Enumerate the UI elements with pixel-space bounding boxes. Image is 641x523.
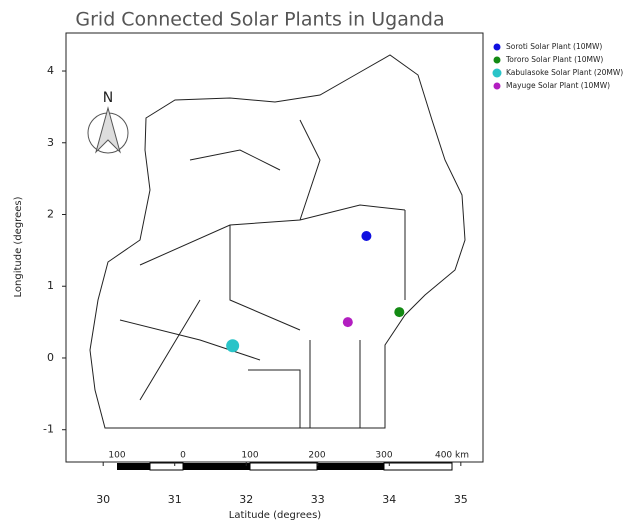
plant-marker	[394, 307, 405, 318]
legend-marker	[493, 56, 501, 64]
legend-marker	[492, 68, 502, 78]
x-tick-label: 35	[454, 493, 468, 506]
scale-label: 200	[308, 451, 325, 461]
scale-label: 100	[108, 451, 125, 461]
x-tick-label: 33	[311, 493, 325, 506]
legend-marker	[493, 82, 501, 90]
y-tick-label: 4	[47, 64, 54, 77]
plant-marker	[226, 339, 240, 353]
scale-bar	[117, 462, 453, 471]
y-tick-label: 1	[47, 279, 54, 292]
x-axis-label: Latitude (degrees)	[229, 510, 321, 521]
x-tick-label: 31	[168, 493, 182, 506]
legend-label: Kabulasoke Solar Plant (20MW)	[506, 68, 623, 77]
x-tick-label: 32	[239, 493, 253, 506]
scale-label: 100	[241, 451, 258, 461]
north-label: N	[103, 90, 113, 106]
y-tick-label: 3	[47, 136, 54, 149]
legend-marker	[493, 43, 501, 51]
legend-label: Soroti Solar Plant (10MW)	[506, 42, 602, 51]
plant-marker	[342, 317, 353, 328]
plot-frame	[65, 32, 484, 463]
y-axis-label: Longitude (degrees)	[13, 196, 24, 297]
y-tick-label: -1	[43, 423, 54, 436]
x-tick-label: 30	[96, 493, 110, 506]
plant-marker	[361, 231, 372, 242]
legend-label: Mayuge Solar Plant (10MW)	[506, 81, 610, 90]
y-tick-label: 2	[47, 208, 54, 221]
chart-title: Grid Connected Solar Plants in Uganda	[75, 9, 444, 31]
north-arrow: N	[87, 90, 129, 154]
scale-label: 300	[375, 451, 392, 461]
scale-label: 0	[180, 451, 186, 461]
scale-label: 400 km	[435, 451, 469, 461]
map-outline	[89, 54, 466, 429]
y-tick-label: 0	[47, 351, 54, 364]
legend-label: Tororo Solar Plant (10MW)	[505, 55, 603, 64]
x-tick-label: 34	[382, 493, 396, 506]
